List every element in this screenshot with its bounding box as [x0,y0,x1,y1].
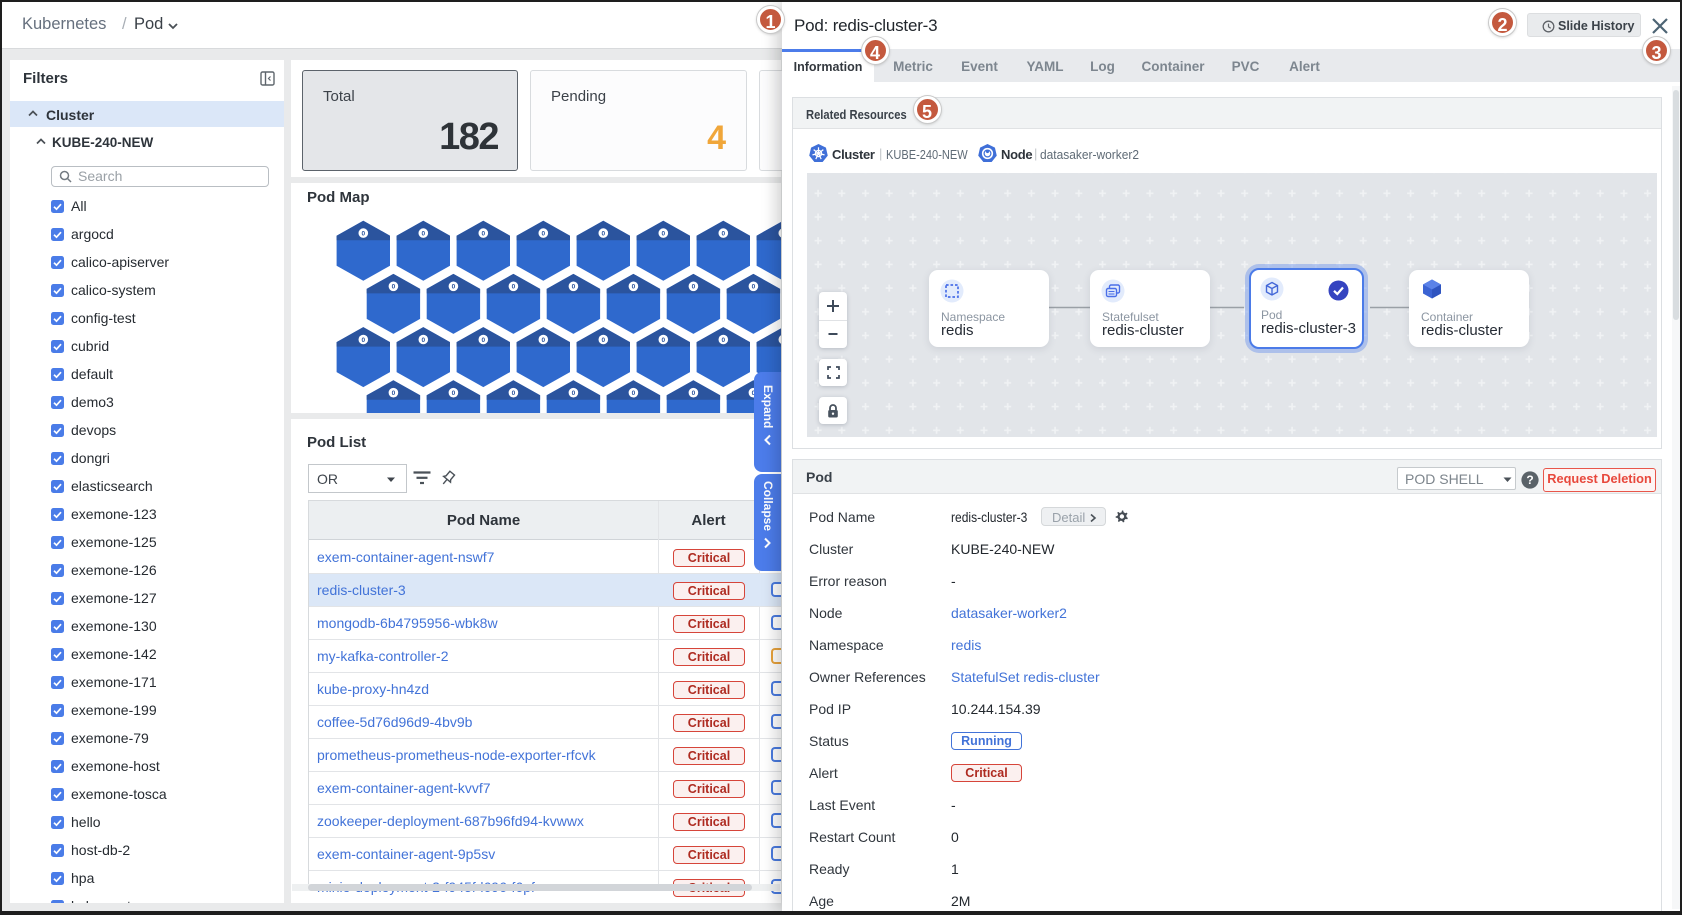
svg-text:0: 0 [512,390,516,397]
svg-text:0: 0 [541,337,545,344]
svg-text:0: 0 [452,390,456,397]
svg-text:0: 0 [361,337,365,344]
svg-text:0: 0 [541,231,545,238]
svg-text:0: 0 [601,231,605,238]
svg-text:0: 0 [632,390,636,397]
svg-text:0: 0 [661,337,665,344]
svg-text:0: 0 [392,390,396,397]
svg-text:0: 0 [572,390,576,397]
svg-text:0: 0 [392,284,396,291]
svg-text:0: 0 [752,390,756,397]
svg-text:?: ? [1526,473,1533,487]
svg-text:0: 0 [421,231,425,238]
svg-text:0: 0 [692,390,696,397]
svg-text:0: 0 [721,337,725,344]
svg-text:0: 0 [572,284,576,291]
svg-text:0: 0 [421,337,425,344]
svg-text:0: 0 [721,231,725,238]
svg-text:0: 0 [481,337,485,344]
svg-text:0: 0 [481,231,485,238]
svg-text:0: 0 [361,231,365,238]
svg-text:0: 0 [632,284,636,291]
svg-text:0: 0 [692,284,696,291]
svg-text:0: 0 [512,284,516,291]
svg-text:0: 0 [752,284,756,291]
svg-text:0: 0 [661,231,665,238]
svg-text:0: 0 [601,337,605,344]
svg-text:0: 0 [452,284,456,291]
